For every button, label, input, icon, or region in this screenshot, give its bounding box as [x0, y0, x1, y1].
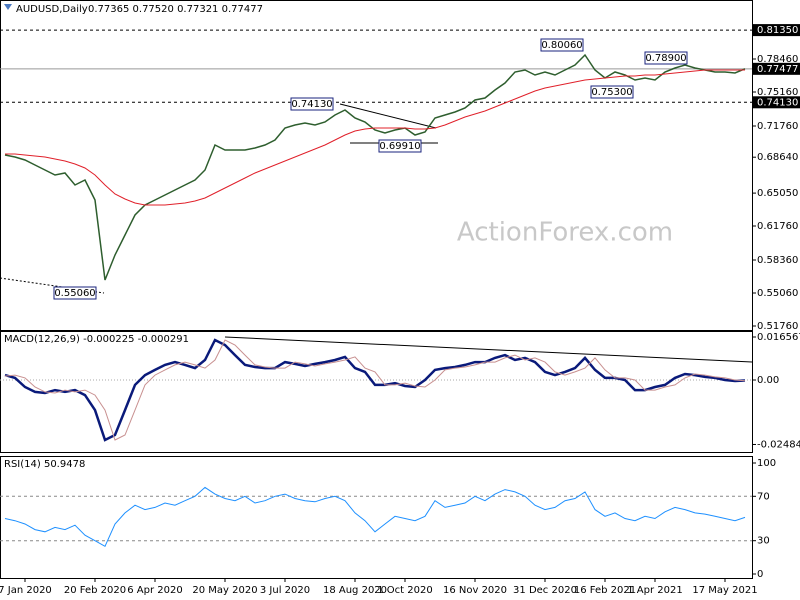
hline-label-bg: [753, 62, 800, 75]
x-tick-label: 16 Nov 2020: [443, 585, 507, 596]
y-tick-label: 70: [757, 491, 770, 502]
symbol-icon: [4, 4, 12, 10]
annotation-box: [540, 38, 584, 52]
y-tick-label: 0.61760: [757, 221, 798, 232]
hline-label-bg: [753, 24, 800, 37]
y-tick-label: 0: [757, 569, 763, 580]
x-tick-label: 1 Oct 2020: [377, 585, 432, 596]
hline-label: 0.77477: [757, 64, 798, 75]
x-tick-label: 20 Feb 2020: [64, 585, 126, 596]
chart-title: AUDUSD,Daily: [16, 4, 88, 15]
trendline: [0, 277, 105, 294]
annotation-box: [290, 97, 334, 111]
hline-label: 0.74130: [757, 97, 798, 108]
y-tick-label: 0.75160: [757, 87, 798, 98]
annotation-label: 0.75300: [591, 87, 632, 98]
y-tick-label: 0.00: [757, 375, 779, 386]
panel-frame: [0, 331, 753, 453]
x-tick-label: 20 May 2020: [192, 585, 257, 596]
annotation-box: [53, 286, 97, 300]
panel-frame: [0, 0, 753, 331]
annotation-box: [378, 139, 422, 153]
annotation-label: 0.80060: [541, 40, 582, 51]
annotation-box: [644, 51, 688, 65]
annotation-label: 0.78900: [645, 53, 686, 64]
x-tick-label: 7 Jan 2020: [0, 585, 52, 596]
y-tick-label: 0.51760: [757, 321, 798, 332]
drawn-trendlines: [0, 103, 753, 363]
x-tick-label: 31 Dec 2020: [513, 585, 577, 596]
hline-label-bg: [753, 96, 800, 109]
x-tick-label: 1 Apr 2021: [627, 585, 682, 596]
y-tick-label: -0.02484: [757, 439, 800, 450]
trendline: [339, 103, 437, 129]
x-tick-label: 17 May 2021: [692, 585, 757, 596]
hline-label: 0.81350: [757, 25, 798, 36]
series-line: [4, 53, 746, 281]
y-tick-label: 30: [757, 536, 770, 547]
x-tick-label: 3 Jul 2020: [260, 585, 310, 596]
watermark: ActionForex.com: [457, 218, 673, 248]
y-tick-label: 0.78460: [757, 54, 798, 65]
y-tick-label: 0.016567: [757, 332, 800, 343]
ohlc-header: 0.77365 0.77520 0.77321 0.77477: [88, 4, 263, 15]
annotation-label: 0.74130: [291, 99, 332, 110]
macd-title: MACD(12,26,9) -0.000225 -0.000291: [4, 334, 189, 345]
y-tick-label: 0.55060: [757, 288, 798, 299]
series-line: [4, 486, 746, 548]
annotation-label: 0.55060: [54, 288, 95, 299]
y-tick-label: 0.68640: [757, 152, 798, 163]
trendline: [224, 336, 753, 363]
x-tick-label: 16 Feb 2021: [574, 585, 636, 596]
annotation-label: 0.69910: [379, 141, 420, 152]
series-line: [5, 69, 745, 206]
panel-frame: [0, 456, 753, 579]
annotation-box: [590, 85, 634, 99]
series-line: [4, 338, 746, 442]
y-tick-label: 0.58360: [757, 255, 798, 266]
rsi-title: RSI(14) 50.9478: [4, 459, 85, 470]
x-tick-label: 18 Aug 2020: [323, 585, 387, 596]
x-tick-label: 6 Apr 2020: [127, 585, 182, 596]
y-tick-label: 100: [757, 458, 776, 469]
y-tick-label: 0.65050: [757, 188, 798, 199]
series-line: [4, 339, 746, 441]
y-tick-label: 0.71760: [757, 121, 798, 132]
